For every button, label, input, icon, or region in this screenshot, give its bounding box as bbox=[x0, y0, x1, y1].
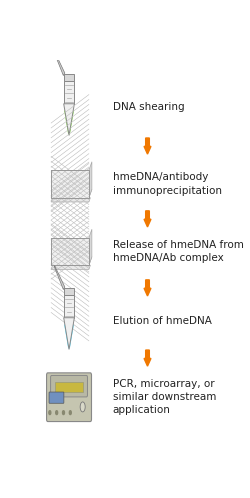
Polygon shape bbox=[64, 81, 74, 104]
Polygon shape bbox=[51, 265, 90, 269]
FancyArrow shape bbox=[144, 350, 151, 366]
Polygon shape bbox=[64, 74, 74, 81]
Polygon shape bbox=[89, 229, 92, 265]
Polygon shape bbox=[54, 265, 65, 289]
Text: PCR, microarray, or
similar downstream
application: PCR, microarray, or similar downstream a… bbox=[112, 379, 216, 415]
Polygon shape bbox=[51, 238, 89, 265]
Circle shape bbox=[49, 411, 51, 414]
Polygon shape bbox=[51, 198, 90, 202]
Polygon shape bbox=[51, 170, 89, 198]
Circle shape bbox=[80, 402, 85, 412]
Polygon shape bbox=[64, 324, 74, 348]
Circle shape bbox=[56, 411, 58, 414]
Polygon shape bbox=[64, 111, 74, 134]
Bar bbox=[55, 382, 83, 392]
Polygon shape bbox=[54, 52, 65, 76]
Circle shape bbox=[69, 411, 71, 414]
FancyBboxPatch shape bbox=[46, 373, 92, 421]
FancyArrow shape bbox=[144, 280, 151, 296]
Polygon shape bbox=[64, 288, 74, 295]
Polygon shape bbox=[51, 238, 89, 265]
Polygon shape bbox=[64, 104, 74, 135]
Polygon shape bbox=[64, 318, 74, 350]
Circle shape bbox=[62, 411, 64, 414]
Polygon shape bbox=[51, 257, 92, 265]
Polygon shape bbox=[64, 295, 74, 318]
FancyBboxPatch shape bbox=[49, 392, 64, 403]
Text: hmeDNA/antibody
immunoprecipitation: hmeDNA/antibody immunoprecipitation bbox=[112, 172, 222, 196]
Text: DNA shearing: DNA shearing bbox=[112, 102, 184, 112]
Text: Release of hmeDNA from
hmeDNA/Ab complex: Release of hmeDNA from hmeDNA/Ab complex bbox=[112, 240, 244, 263]
Polygon shape bbox=[51, 170, 89, 198]
Polygon shape bbox=[51, 189, 92, 198]
Text: Elution of hmeDNA: Elution of hmeDNA bbox=[112, 316, 212, 326]
FancyArrow shape bbox=[144, 211, 151, 227]
FancyBboxPatch shape bbox=[50, 375, 88, 397]
Polygon shape bbox=[89, 162, 92, 198]
FancyArrow shape bbox=[144, 138, 151, 154]
